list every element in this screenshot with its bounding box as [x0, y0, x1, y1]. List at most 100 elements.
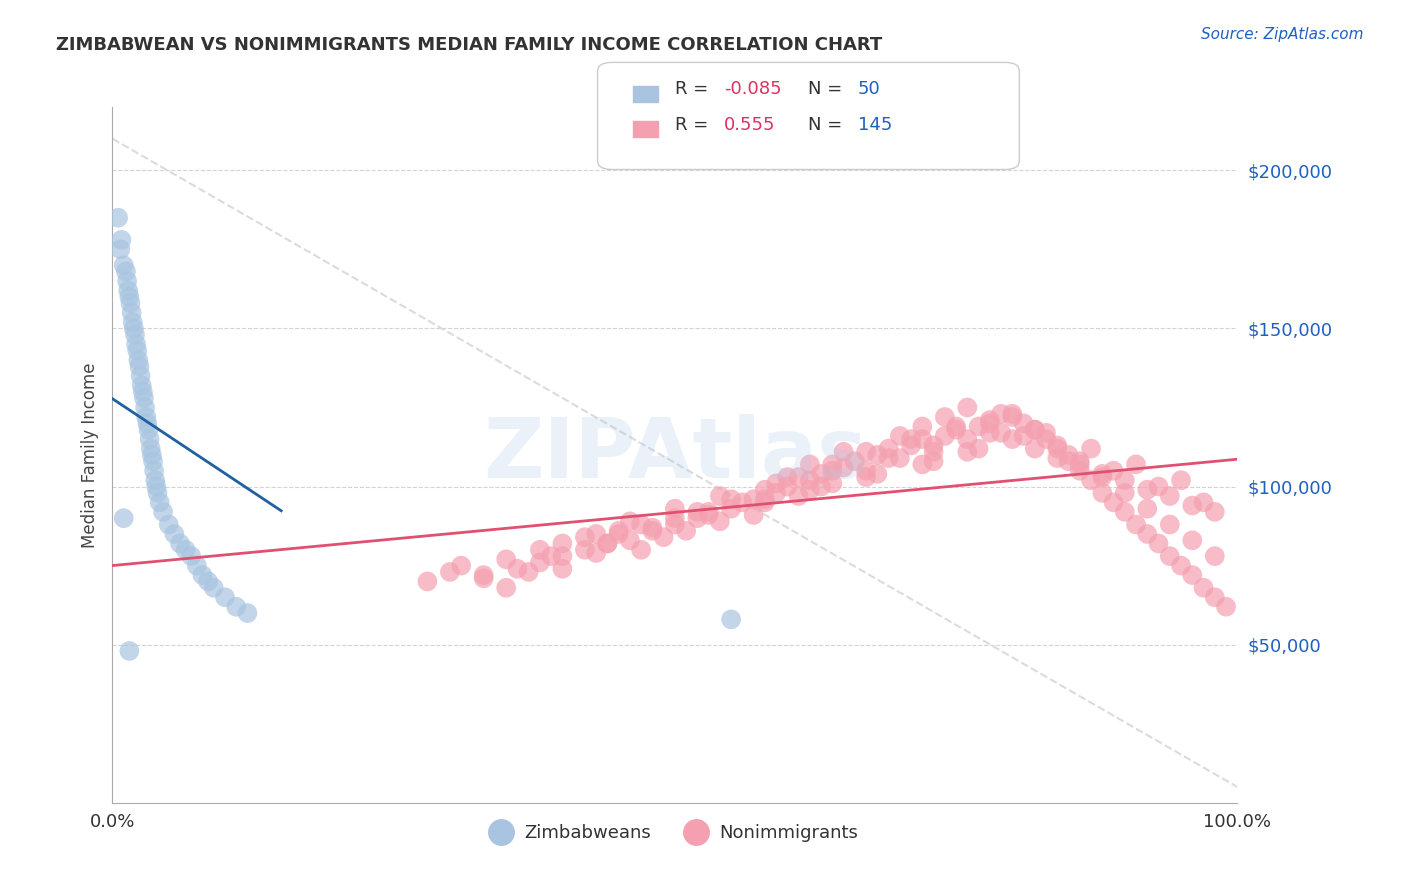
Point: [127, 343, 149, 358]
Point: [574, 530, 596, 544]
Point: [506, 562, 529, 576]
Point: [776, 479, 799, 493]
Point: [810, 479, 832, 493]
Point: [866, 448, 889, 462]
Point: [821, 476, 844, 491]
Point: [652, 530, 675, 544]
Point: [1136, 483, 1159, 497]
Point: [450, 558, 472, 573]
Point: [1102, 495, 1125, 509]
Point: [139, 442, 162, 456]
Point: [472, 568, 495, 582]
Point: [855, 470, 877, 484]
Point: [1181, 533, 1204, 548]
Point: [1102, 464, 1125, 478]
Point: [157, 517, 180, 532]
Point: [832, 460, 855, 475]
Point: [472, 571, 495, 585]
Point: [180, 549, 202, 563]
Point: [720, 612, 742, 626]
Point: [225, 599, 247, 614]
Point: [117, 284, 139, 298]
Point: [956, 444, 979, 458]
Point: [799, 473, 821, 487]
Point: [1035, 432, 1057, 446]
Point: [979, 413, 1001, 427]
Point: [186, 558, 208, 573]
Point: [236, 606, 259, 620]
Text: ZIMBABWEAN VS NONIMMIGRANTS MEDIAN FAMILY INCOME CORRELATION CHART: ZIMBABWEAN VS NONIMMIGRANTS MEDIAN FAMIL…: [56, 36, 883, 54]
Point: [799, 483, 821, 497]
Point: [529, 542, 551, 557]
Point: [1046, 451, 1069, 466]
Point: [1091, 486, 1114, 500]
Point: [1046, 438, 1069, 452]
Point: [138, 432, 160, 446]
Point: [1069, 454, 1091, 468]
Point: [495, 552, 517, 566]
Point: [124, 327, 146, 342]
Point: [1136, 527, 1159, 541]
Point: [1069, 458, 1091, 472]
Point: [551, 549, 574, 563]
Point: [107, 211, 129, 225]
Text: 145: 145: [858, 116, 891, 134]
Point: [855, 444, 877, 458]
Point: [146, 486, 169, 500]
Point: [134, 401, 156, 415]
Point: [765, 486, 787, 500]
Point: [664, 517, 686, 532]
Point: [191, 568, 214, 582]
Point: [1035, 425, 1057, 440]
Point: [967, 419, 990, 434]
Point: [1080, 473, 1102, 487]
Point: [529, 556, 551, 570]
Point: [120, 296, 142, 310]
Point: [1046, 442, 1069, 456]
Point: [754, 483, 776, 497]
Point: [152, 505, 174, 519]
Point: [720, 492, 742, 507]
Point: [877, 451, 900, 466]
Point: [844, 454, 866, 468]
Point: [607, 524, 630, 538]
Point: [619, 514, 641, 528]
Text: -0.085: -0.085: [724, 80, 782, 98]
Point: [1114, 505, 1136, 519]
Text: 0.555: 0.555: [724, 116, 776, 134]
Point: [675, 524, 697, 538]
Point: [922, 438, 945, 452]
Point: [956, 432, 979, 446]
Point: [922, 444, 945, 458]
Point: [197, 574, 219, 589]
Point: [112, 511, 135, 525]
Point: [1192, 495, 1215, 509]
Point: [132, 384, 155, 399]
Point: [900, 438, 922, 452]
Point: [121, 305, 143, 319]
Text: ZIPAtlas: ZIPAtlas: [482, 415, 868, 495]
Point: [664, 501, 686, 516]
Point: [540, 549, 562, 563]
Point: [115, 264, 138, 278]
Point: [720, 501, 742, 516]
Point: [517, 565, 540, 579]
Point: [112, 258, 135, 272]
Point: [1057, 454, 1080, 468]
Point: [1069, 464, 1091, 478]
Text: Source: ZipAtlas.com: Source: ZipAtlas.com: [1201, 27, 1364, 42]
Point: [121, 315, 143, 329]
Point: [135, 409, 157, 424]
Point: [911, 432, 934, 446]
Point: [979, 417, 1001, 431]
Point: [131, 378, 153, 392]
Point: [1147, 479, 1170, 493]
Point: [1001, 432, 1024, 446]
Point: [945, 419, 967, 434]
Point: [810, 467, 832, 481]
Point: [585, 527, 607, 541]
Point: [1215, 599, 1237, 614]
Point: [821, 464, 844, 478]
Point: [1170, 558, 1192, 573]
Point: [787, 489, 810, 503]
